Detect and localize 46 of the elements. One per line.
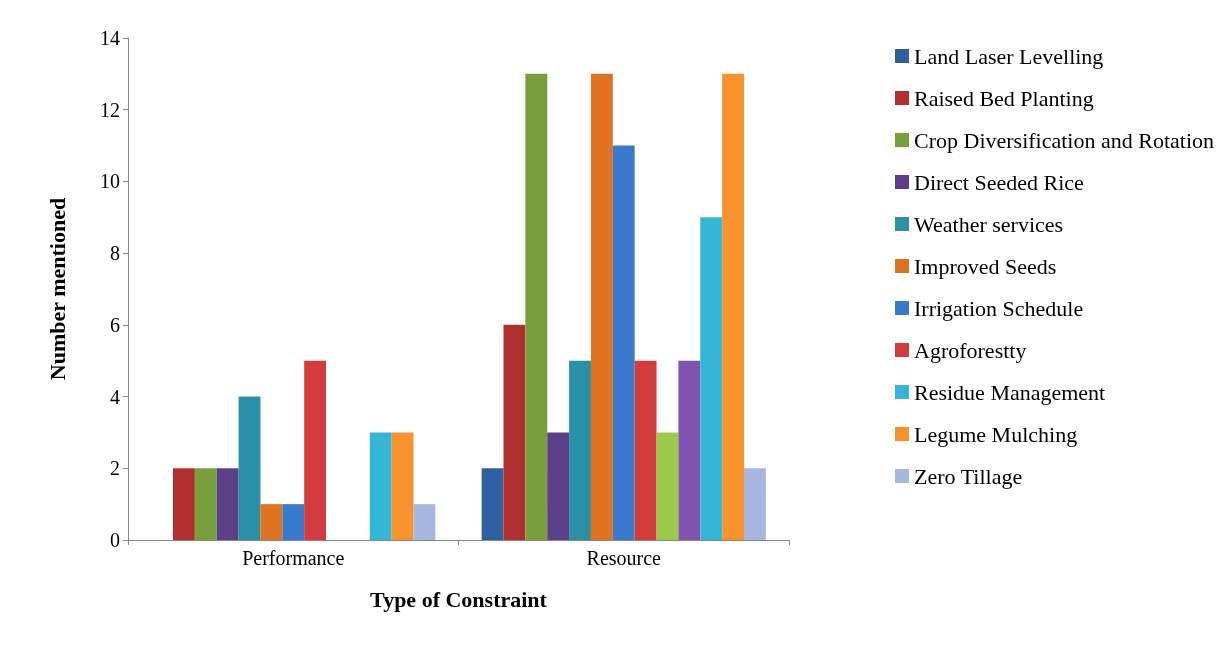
legend-label: Zero Tillage (914, 463, 1023, 489)
bar (173, 468, 195, 540)
y-tick-label: 12 (100, 98, 120, 121)
legend-label: Agroforestty (914, 337, 1027, 363)
bar (525, 73, 548, 540)
legend-label: Improved Seeds (914, 253, 1057, 279)
bar (722, 73, 744, 540)
y-tick-label: 14 (100, 27, 120, 49)
bar (503, 324, 526, 540)
legend-label: Residue Management (914, 379, 1106, 405)
bar (413, 504, 436, 540)
y-tick-label: 2 (110, 457, 120, 480)
legend-label: Irrigation Schedule (914, 295, 1084, 321)
bar (369, 432, 392, 540)
bar (304, 360, 327, 540)
legend-label: Weather services (914, 211, 1064, 237)
bar (481, 468, 504, 540)
bar (391, 432, 414, 540)
y-axis-title: Number mentioned (44, 197, 70, 381)
bar (260, 504, 283, 540)
legend-label: Land Laser Levelling (914, 43, 1104, 69)
bar (282, 504, 305, 540)
y-tick-label: 6 (110, 313, 120, 336)
x-axis-title: Type of Constraint (370, 586, 548, 612)
bar (238, 396, 261, 540)
legend-label: Legume Mulching (914, 421, 1078, 447)
bar (216, 468, 239, 540)
y-tick-label: 8 (110, 242, 120, 265)
bar (634, 360, 657, 540)
bar (547, 432, 570, 540)
bar (612, 145, 635, 540)
bar (194, 468, 217, 540)
bar (700, 217, 723, 540)
legend-label: Direct Seeded Rice (914, 169, 1084, 195)
legend-label: Raised Bed Planting (914, 85, 1094, 111)
y-tick-label: 4 (110, 385, 120, 408)
bar (590, 73, 613, 540)
y-tick-label: 10 (100, 170, 120, 193)
bar (569, 360, 591, 540)
legend-label: Crop Diversification and Rotation (914, 127, 1214, 153)
bar (678, 360, 701, 540)
y-tick-label: 0 (110, 529, 120, 551)
x-tick-label: Performance (242, 547, 345, 569)
bar (656, 432, 679, 540)
x-tick-label: Resource (586, 547, 662, 569)
bar (744, 468, 766, 540)
